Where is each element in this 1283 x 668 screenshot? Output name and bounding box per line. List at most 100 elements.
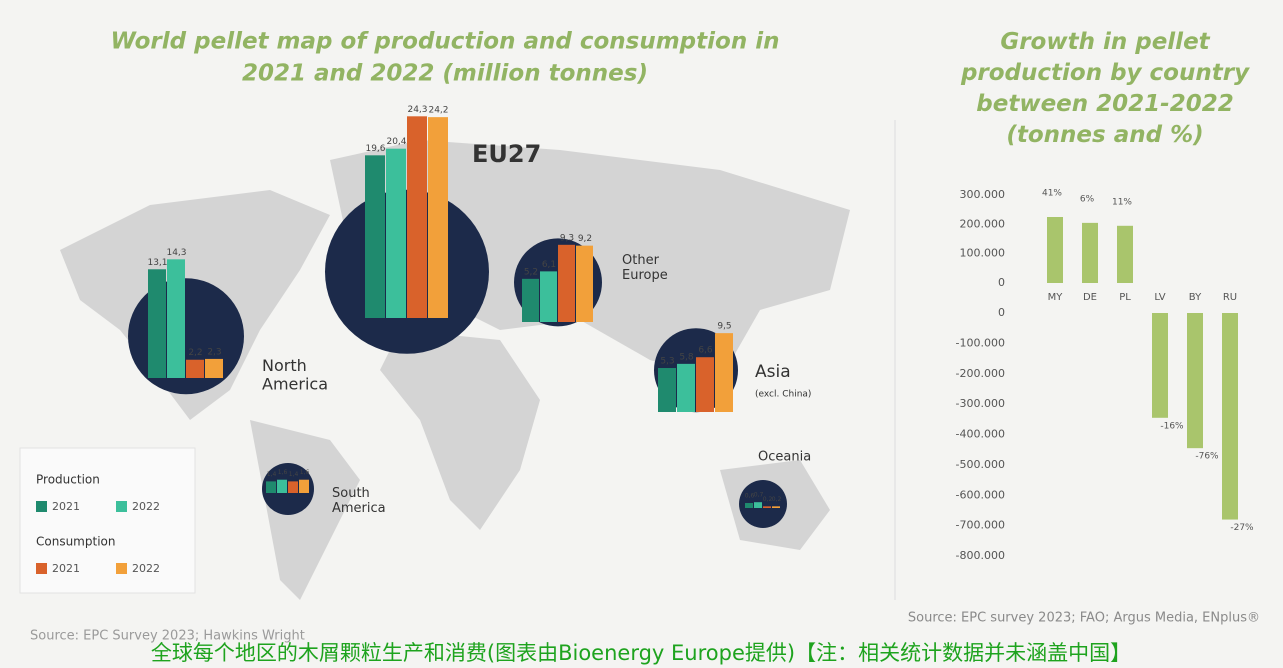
bar (386, 148, 406, 318)
bar (715, 333, 733, 412)
value-label: 0,2 (763, 496, 773, 503)
legend-swatch (116, 563, 127, 574)
value-label: 24,3 (407, 105, 427, 115)
bar (1047, 217, 1063, 283)
value-label: 13,1 (147, 258, 167, 268)
value-label: 5,8 (679, 352, 694, 362)
value-label: 0,7 (754, 492, 764, 499)
y-tick-label: -200.000 (956, 367, 1005, 380)
y-tick-label: 100.000 (960, 247, 1006, 260)
annotation: -27% (1230, 523, 1254, 533)
bar (745, 503, 753, 508)
value-label: 2,2 (188, 348, 202, 358)
bar (205, 358, 223, 378)
annotation: 41% (1042, 189, 1062, 199)
region-label: Oceania (758, 450, 811, 465)
map-title-line2: 2021 and 2022 (million tonnes) (242, 61, 648, 87)
bar (288, 481, 298, 493)
annotation: -76% (1195, 452, 1219, 462)
map-source: Source: EPC Survey 2023; Hawkins Wright (30, 629, 305, 644)
value-label: 0,6 (745, 493, 755, 500)
bar (299, 479, 309, 493)
annotation: 11% (1112, 197, 1132, 207)
region-circle (739, 480, 787, 528)
bar (1222, 313, 1238, 520)
legend-label: 2022 (132, 562, 160, 575)
legend-label: 2021 (52, 500, 80, 513)
bar (558, 244, 575, 322)
caption: 全球每个地区的木屑颗粒生产和消费(图表由Bioenergy Europe提供)【… (151, 641, 1131, 665)
bar (576, 245, 593, 322)
y-tick-label: 0 (998, 306, 1005, 319)
value-label: 14,3 (166, 248, 186, 258)
y-tick-label: -600.000 (956, 488, 1005, 501)
bar (522, 278, 539, 322)
value-label: 6,6 (698, 346, 713, 356)
annotation: -16% (1160, 421, 1184, 431)
bar (1117, 225, 1133, 283)
bar (1082, 222, 1098, 283)
region-label: North America (262, 356, 328, 393)
value-label: 5,2 (524, 267, 538, 277)
region-label: South America (332, 486, 386, 516)
y-tick-label: 200.000 (960, 217, 1006, 230)
legend-swatch (36, 501, 47, 512)
x-tick-label: RU (1223, 292, 1237, 303)
value-label: 9,2 (578, 234, 592, 244)
region-label: EU27 (472, 140, 541, 168)
growth-title: Growth in pellet production by country bet… (960, 29, 1250, 148)
legend-label: 2021 (52, 562, 80, 575)
bar (186, 359, 204, 378)
map-title-line1: World pellet map of production and consu… (111, 29, 780, 55)
legend-swatch (116, 501, 127, 512)
value-label: 24,2 (428, 106, 448, 116)
value-label: 1,6 (300, 469, 310, 476)
bar (365, 155, 385, 318)
y-tick-label: -500.000 (956, 458, 1005, 471)
bar (658, 368, 676, 412)
value-label: 5,3 (660, 357, 674, 367)
growth-title-text: Growth in pellet production by country bet… (960, 29, 1250, 148)
value-label: 19,6 (365, 144, 385, 154)
y-tick-label: 300.000 (960, 188, 1006, 201)
y-tick-label: -700.000 (956, 519, 1005, 532)
bar (277, 479, 287, 493)
annotation: 6% (1080, 194, 1095, 204)
legend-box (19, 447, 196, 594)
value-label: 1,4 (267, 471, 277, 478)
bar (266, 481, 276, 493)
bar (148, 269, 166, 378)
region-label: Asia (755, 362, 791, 382)
x-tick-label: MY (1048, 292, 1064, 303)
y-tick-label: 0 (998, 276, 1005, 289)
bar (754, 502, 762, 508)
bar (167, 259, 185, 378)
x-tick-label: PL (1119, 292, 1131, 303)
bar (696, 357, 714, 412)
y-tick-label: -400.000 (956, 428, 1005, 441)
legend-swatch (36, 563, 47, 574)
bar (1152, 313, 1168, 418)
legend-label: 2022 (132, 500, 160, 513)
growth-source: Source: EPC survey 2023; FAO; Argus Medi… (908, 611, 1260, 626)
y-tick-label: -300.000 (956, 397, 1005, 410)
value-label: 9,3 (560, 233, 574, 243)
bar (772, 506, 780, 508)
y-tick-label: -100.000 (956, 336, 1005, 349)
value-label: 9,5 (717, 322, 731, 332)
bar (677, 363, 695, 412)
x-tick-label: BY (1189, 292, 1202, 303)
value-label: 20,4 (386, 137, 406, 147)
bar (428, 117, 448, 318)
value-label: 2,3 (207, 347, 221, 357)
bar (763, 506, 771, 508)
value-label: 0,2 (772, 496, 782, 503)
x-tick-label: DE (1083, 292, 1097, 303)
y-tick-label: -800.000 (956, 549, 1005, 562)
value-label: 1,6 (278, 469, 288, 476)
value-label: 6,1 (542, 260, 556, 270)
x-tick-label: LV (1154, 292, 1165, 303)
legend-group: Production (36, 473, 100, 487)
value-label: 1,4 (289, 471, 299, 478)
